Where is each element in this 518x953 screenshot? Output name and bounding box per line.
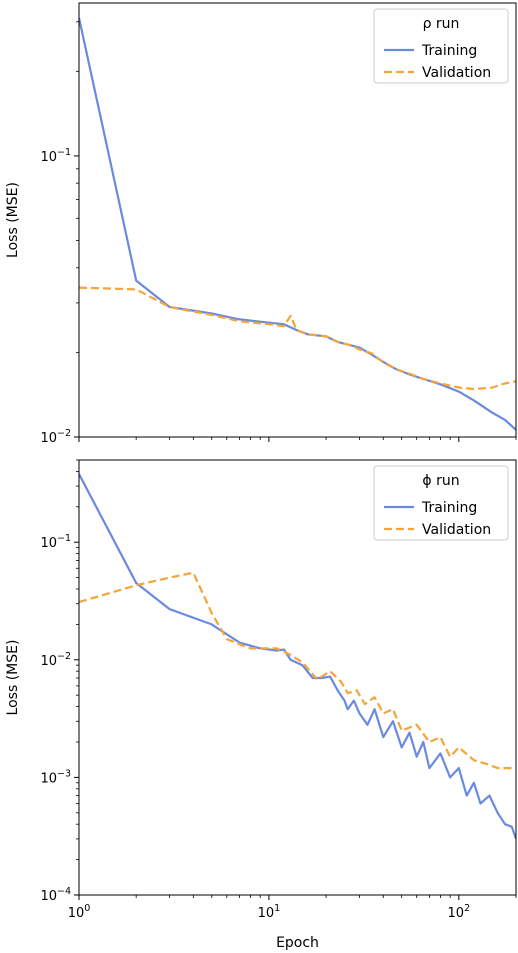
- series-line-training: [79, 473, 516, 840]
- y-axis-label: Loss (MSE): [5, 182, 21, 258]
- legend: ρ run Training Validation: [373, 8, 509, 84]
- axes-frame: [78, 2, 517, 438]
- legend-label-training: Training: [421, 43, 477, 59]
- legend-label-training: Training: [421, 500, 477, 516]
- series-line-validation: [79, 571, 516, 770]
- legend-label-validation: Validation: [422, 522, 491, 538]
- legend-box: [373, 8, 509, 84]
- legend: ϕ run Training Validation: [373, 465, 509, 541]
- y-tick-label: 10−1: [40, 147, 71, 165]
- x-tick-label: 100: [68, 903, 91, 921]
- x-axis-label: Epoch: [276, 935, 319, 951]
- legend-title: ϕ run: [422, 473, 459, 489]
- y-tick-label: 10−2: [40, 428, 71, 446]
- legend-title: ρ run: [423, 16, 460, 32]
- y-axis-label: Loss (MSE): [5, 640, 21, 716]
- series-line-training: [79, 17, 516, 431]
- x-tick-label: 102: [448, 903, 471, 921]
- panel-1: 10−1 10−2 Loss (MSE) ρ run Training Validatio…: [5, 2, 517, 446]
- y-tick-label: 10−4: [40, 886, 71, 904]
- x-tick-label: 101: [258, 903, 281, 921]
- y-tick-label: 10−2: [40, 651, 71, 669]
- y-tick-label: 10−1: [40, 533, 71, 551]
- axes-frame: [78, 459, 517, 896]
- y-tick-label: 10−3: [40, 768, 71, 786]
- series-line-validation: [79, 286, 516, 391]
- legend-label-validation: Validation: [422, 65, 491, 81]
- legend-box: [373, 465, 509, 541]
